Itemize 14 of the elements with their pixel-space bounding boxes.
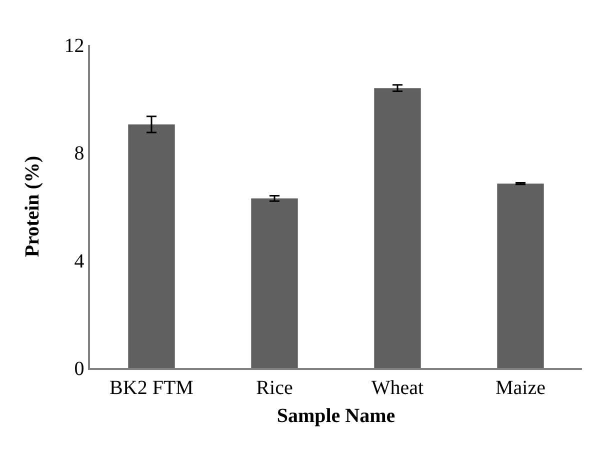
y-axis-title: Protein (%): [21, 156, 44, 258]
bar: [128, 124, 175, 368]
bar: [251, 198, 298, 368]
x-axis-title: Sample Name: [276, 404, 396, 427]
bar: [497, 184, 544, 368]
y-tick-label: 12: [64, 35, 84, 57]
x-tick-label: BK2 FTM: [110, 376, 194, 399]
bar: [374, 88, 421, 368]
y-tick-label: 8: [74, 142, 84, 165]
y-tick-label: 0: [74, 358, 84, 380]
x-tick-label: Wheat: [371, 376, 424, 399]
x-tick-label: Maize: [496, 376, 546, 399]
y-tick-label: 4: [74, 250, 84, 272]
x-tick-label: Rice: [256, 376, 293, 399]
